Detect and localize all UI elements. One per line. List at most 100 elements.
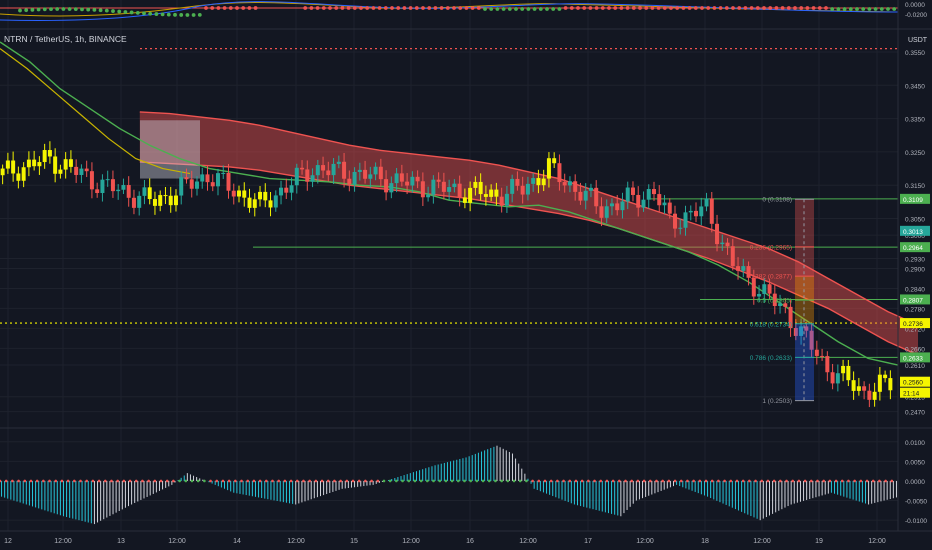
candle-body xyxy=(583,190,588,201)
macd-zero-dot xyxy=(221,479,225,483)
candle-body xyxy=(778,303,783,306)
top-dot xyxy=(569,6,574,10)
fib-level-label: 1 (0.2503) xyxy=(762,398,792,405)
macd-zero-dot xyxy=(779,479,782,483)
macd-zero-dot xyxy=(717,479,720,483)
top-dot xyxy=(551,7,556,11)
macd-zero-dot xyxy=(134,479,138,483)
candle-body xyxy=(688,210,693,213)
macd-zero-dot xyxy=(48,479,51,483)
candle-body xyxy=(100,179,105,194)
top-dot xyxy=(421,6,425,10)
macd-zero-dot xyxy=(834,479,838,483)
x-tick-label: 12:00 xyxy=(868,538,886,545)
candle-body xyxy=(126,185,131,198)
candle-body xyxy=(431,179,436,195)
macd-zero-dot xyxy=(871,479,875,483)
macd-zero-dot xyxy=(382,479,386,483)
top-dot xyxy=(483,7,487,11)
candle-body xyxy=(0,168,5,176)
macd-zero-dot xyxy=(42,479,45,483)
candle-body xyxy=(279,187,284,196)
macd-zero-dot xyxy=(54,479,58,483)
candle-body xyxy=(468,187,473,203)
top-dot xyxy=(92,7,97,12)
top-dot xyxy=(892,7,897,11)
candle-body xyxy=(573,181,578,192)
countdown-tag xyxy=(900,387,930,398)
top-dot xyxy=(520,7,525,11)
price-axis-tag-label: 0.3109 xyxy=(903,197,923,204)
macd-zero-dot xyxy=(35,479,39,483)
top-dot xyxy=(830,7,835,11)
candle-body xyxy=(221,172,226,174)
candle-body xyxy=(862,386,867,391)
macd-zero-dot xyxy=(91,479,95,483)
top-dot xyxy=(538,7,543,11)
candle-body xyxy=(152,199,157,206)
top-dot xyxy=(619,6,624,10)
macd-zero-dot xyxy=(11,479,14,483)
candle-body xyxy=(483,194,488,197)
macd-zero-dot xyxy=(481,479,485,483)
candle-body xyxy=(79,168,84,175)
candle-body xyxy=(462,197,467,203)
fib-level-label: 0.618 (0.2734) xyxy=(750,321,792,328)
candle-body xyxy=(352,171,357,185)
candle-body xyxy=(588,187,593,191)
countdown-label: 21:14 xyxy=(903,391,920,398)
candle-body xyxy=(289,185,294,193)
top-dot xyxy=(73,7,78,12)
candle-body xyxy=(95,189,100,194)
top-dot xyxy=(644,6,649,10)
candle-body xyxy=(263,191,268,201)
top-dot xyxy=(123,10,128,14)
top-dot xyxy=(160,12,165,17)
candle-body xyxy=(447,187,452,192)
macd-zero-dot xyxy=(661,479,664,483)
candle-body xyxy=(242,190,247,198)
candle-body xyxy=(541,178,546,186)
macd-zero-dot xyxy=(308,479,311,483)
candle-body xyxy=(399,173,404,182)
top-dot xyxy=(873,7,878,11)
macd-zero-dot xyxy=(196,479,200,483)
top-axis-label: -0.0200 xyxy=(905,12,927,19)
top-dot xyxy=(402,6,407,10)
top-dot xyxy=(582,6,587,10)
top-dot xyxy=(216,6,221,10)
top-dot xyxy=(117,9,122,14)
top-dot xyxy=(414,6,419,10)
price-axis-tag xyxy=(900,193,930,204)
candle-body xyxy=(342,161,347,179)
macd-zero-dot xyxy=(258,479,262,483)
macd-zero-dot xyxy=(320,479,324,483)
top-dot xyxy=(656,6,661,10)
macd-zero-dot xyxy=(729,479,733,483)
macd-zero-dot xyxy=(271,479,274,483)
candle-body xyxy=(783,303,788,307)
macd-zero-dot xyxy=(252,479,256,483)
macd-zero-dot xyxy=(351,479,355,483)
macd-zero-dot xyxy=(419,479,423,483)
candle-body xyxy=(552,158,557,164)
candle-body xyxy=(872,391,877,400)
candle-body xyxy=(625,187,630,202)
macd-zero-dot xyxy=(673,479,677,483)
candle-body xyxy=(305,169,310,182)
macd-zero-dot xyxy=(766,479,770,483)
candle-body xyxy=(515,178,520,186)
macd-zero-dot xyxy=(506,479,510,483)
macd-zero-dot xyxy=(618,479,621,483)
candle-body xyxy=(200,174,205,182)
top-dot xyxy=(681,6,686,10)
candle-body xyxy=(210,182,215,187)
price-pane[interactable]: 0 (0.3108) 0.236 (0.2965) 0.382 (0.2877) 0.… xyxy=(0,41,919,408)
x-tick-label: 17 xyxy=(584,538,592,545)
macd-zero-dot xyxy=(283,479,287,483)
macd-zero-dot xyxy=(122,479,126,483)
candle-body xyxy=(389,183,394,193)
candle-body xyxy=(163,195,168,197)
candle-body xyxy=(536,178,541,186)
